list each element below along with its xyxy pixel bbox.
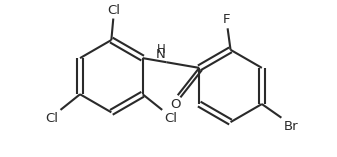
Text: Cl: Cl [107, 4, 120, 17]
Text: Cl: Cl [45, 112, 59, 125]
Text: F: F [223, 13, 231, 26]
Text: N: N [156, 48, 165, 61]
Text: Br: Br [283, 120, 298, 133]
Text: O: O [171, 98, 181, 111]
Text: H: H [157, 43, 165, 56]
Text: Cl: Cl [164, 112, 177, 125]
